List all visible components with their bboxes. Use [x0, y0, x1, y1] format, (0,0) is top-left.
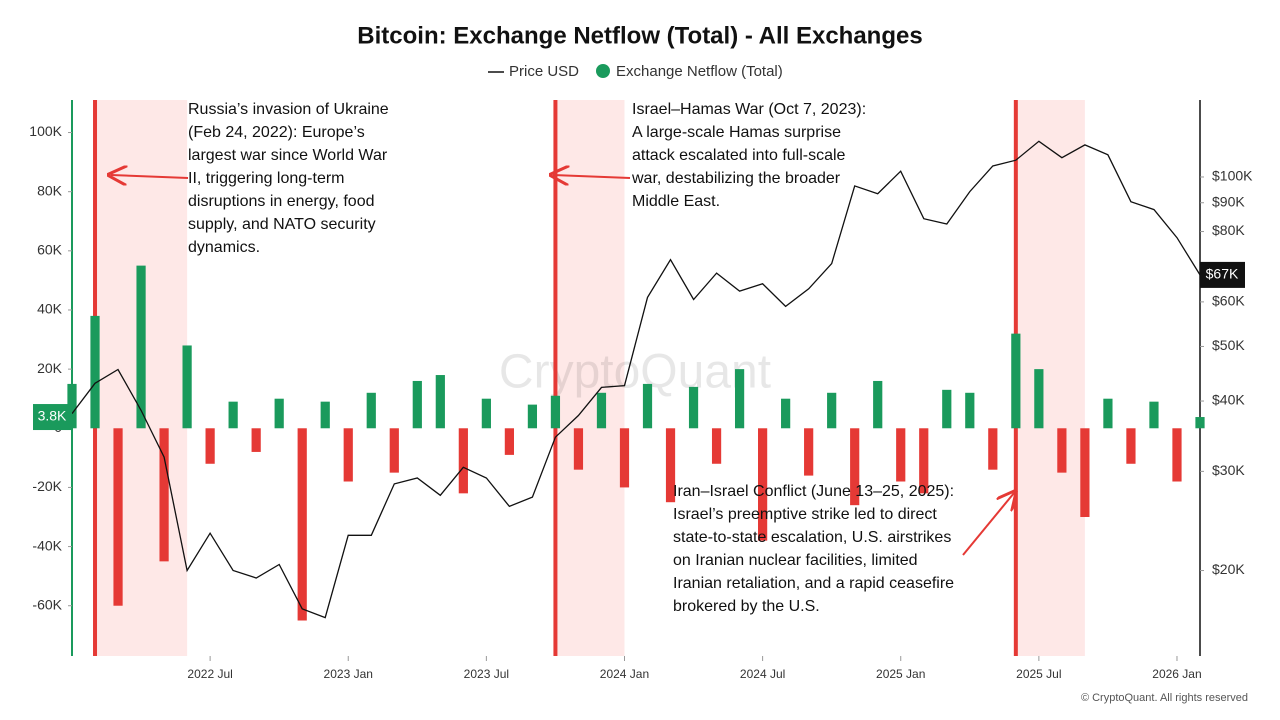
x-tick-label: 2023 Jan	[324, 667, 373, 681]
y2-tick-label: $20K	[1212, 561, 1245, 577]
netflow-bar	[136, 265, 146, 429]
x-tick-label: 2024 Jul	[740, 667, 785, 681]
netflow-bar	[596, 392, 607, 429]
netflow-bar	[527, 404, 538, 429]
y2-tick-label: $30K	[1212, 462, 1245, 478]
netflow-bar	[90, 315, 100, 429]
netflow-bar	[781, 398, 791, 429]
netflow-bar	[573, 428, 584, 470]
chart-title: Bitcoin: Exchange Netflow (Total) - All …	[357, 22, 922, 49]
x-tick-label: 2024 Jan	[600, 667, 649, 681]
y2-tick-label: $90K	[1212, 193, 1245, 209]
netflow-bar	[1195, 417, 1205, 429]
netflow-bar	[1011, 333, 1021, 429]
netflow-bar	[1057, 428, 1067, 473]
y2-tick-label: $60K	[1212, 293, 1245, 309]
netflow-bar	[850, 428, 860, 506]
event-note: Iran–Israel Conflict (June 13–25, 2025):…	[673, 483, 955, 615]
netflow-bar	[389, 428, 399, 473]
netflow-bar	[919, 428, 929, 494]
netflow-bar	[804, 428, 814, 476]
netflow-bar	[481, 398, 491, 429]
netflow-bar	[1034, 369, 1044, 429]
netflow-bar	[1103, 398, 1113, 429]
netflow-bar	[435, 375, 445, 429]
y2-tick-label: $80K	[1212, 222, 1245, 238]
netflow-bar	[965, 392, 975, 429]
netflow-badge-label: 3.8K	[38, 408, 67, 424]
netflow-bar	[619, 428, 630, 488]
netflow-bar	[734, 369, 745, 429]
event-shade	[1015, 100, 1085, 656]
netflow-bar	[1080, 428, 1090, 517]
netflow-bar	[1126, 428, 1136, 464]
netflow-bar	[550, 395, 561, 429]
legend-label: Price USD	[509, 63, 579, 80]
netflow-bar	[942, 389, 952, 429]
y-tick-label: 80K	[37, 182, 63, 198]
netflow-bar	[688, 386, 699, 429]
legend-dot	[596, 64, 610, 78]
background-layer	[95, 100, 1085, 656]
y-tick-label: -20K	[32, 478, 62, 494]
y-tick-label: 60K	[37, 242, 63, 258]
x-tick-label: 2025 Jan	[876, 667, 925, 681]
watermark: CryptoQuant	[499, 346, 771, 399]
price-badge-label: $67K	[1206, 266, 1239, 282]
netflow-bar	[366, 392, 376, 429]
y-tick-label: -40K	[32, 537, 62, 553]
netflow-bar	[988, 428, 998, 470]
legend-label: Exchange Netflow (Total)	[616, 63, 783, 80]
y-tick-label: 40K	[37, 301, 63, 317]
netflow-bar	[758, 428, 768, 541]
credit: © CryptoQuant. All rights reserved	[1081, 692, 1248, 704]
netflow-bar	[412, 380, 422, 429]
price-line	[71, 140, 1201, 619]
netflow-bar	[159, 428, 169, 562]
netflow-bar	[711, 428, 722, 464]
netflow-bar	[873, 380, 883, 429]
event-note: Russia’s invasion of Ukraine (Feb 24, 20…	[188, 101, 389, 256]
netflow-bar	[665, 428, 676, 503]
netflow-bar	[1172, 428, 1182, 482]
netflow-bar	[113, 428, 123, 606]
x-tick-label: 2025 Jul	[1016, 667, 1061, 681]
netflow-bar	[251, 428, 261, 452]
netflow-bar	[827, 392, 837, 429]
x-tick-label: 2022 Jul	[187, 667, 232, 681]
netflow-bar	[642, 383, 653, 429]
annotation-arrow	[962, 493, 1014, 556]
y-tick-label: -60K	[32, 596, 62, 612]
netflow-bar	[1149, 401, 1159, 429]
netflow-bar	[504, 428, 514, 455]
netflow-bar	[182, 345, 192, 429]
y2-tick-label: $50K	[1212, 337, 1245, 353]
netflow-bar	[205, 428, 215, 464]
y2-tick-label: $40K	[1212, 392, 1245, 408]
annotation-arrow	[553, 175, 631, 178]
netflow-bar	[320, 401, 330, 429]
event-shade	[555, 100, 625, 656]
annotation-arrow	[111, 175, 189, 178]
x-tick-label: 2026 Jan	[1152, 667, 1201, 681]
price-badge	[1200, 261, 1245, 288]
event-note: Israel–Hamas War (Oct 7, 2023): A large-…	[632, 101, 867, 210]
netflow-bar	[896, 428, 906, 482]
netflow-bar	[343, 428, 353, 482]
netflow-bar	[297, 428, 307, 621]
y-tick-label: 100K	[29, 123, 62, 139]
netflow-bar	[228, 401, 238, 429]
netflow-bar	[458, 428, 468, 494]
netflow-bar	[274, 398, 284, 429]
y2-tick-label: $100K	[1212, 168, 1253, 184]
x-tick-label: 2023 Jul	[464, 667, 509, 681]
y-tick-label: 20K	[37, 360, 63, 376]
netflow-badge	[33, 404, 72, 431]
